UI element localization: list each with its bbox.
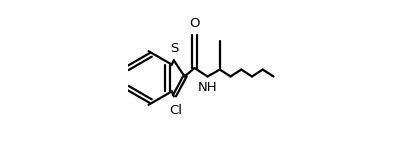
Text: O: O bbox=[189, 17, 200, 30]
Text: S: S bbox=[170, 42, 178, 55]
Text: NH: NH bbox=[198, 81, 217, 95]
Text: Cl: Cl bbox=[169, 105, 182, 117]
